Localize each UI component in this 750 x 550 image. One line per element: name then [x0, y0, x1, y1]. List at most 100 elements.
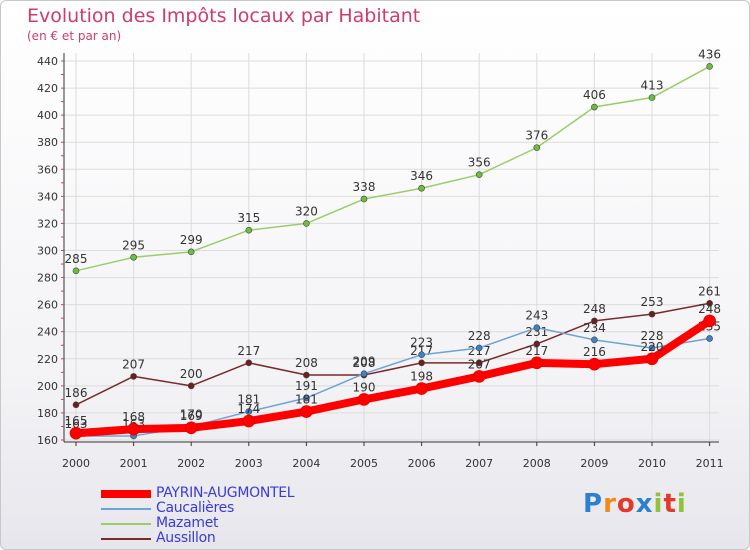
data-label: 285 — [65, 252, 88, 266]
data-point — [69, 426, 83, 440]
y-tick-label: 300 — [37, 245, 58, 258]
data-label: 191 — [295, 379, 318, 393]
data-point — [72, 401, 80, 409]
logo-letter: t — [663, 489, 677, 519]
data-point — [475, 171, 483, 178]
data-label: 228 — [641, 329, 664, 343]
logo-letter: i — [653, 489, 664, 519]
data-label: 174 — [237, 402, 260, 416]
data-label: 170 — [180, 407, 203, 421]
data-label: 163 — [65, 417, 88, 431]
data-point — [360, 195, 368, 203]
data-point — [245, 226, 253, 234]
x-tick-label: 2010 — [638, 457, 666, 470]
data-point — [588, 357, 601, 371]
data-point — [706, 63, 713, 70]
y-tick-label: 200 — [37, 380, 58, 393]
y-tick-label: 400 — [37, 109, 58, 122]
data-label: 406 — [583, 88, 606, 102]
data-point — [418, 184, 425, 192]
y-tick-label: 240 — [37, 326, 58, 339]
data-label: 248 — [583, 302, 606, 316]
data-label: 207 — [122, 357, 145, 371]
data-point — [130, 373, 137, 380]
logo-letter: r — [603, 489, 617, 519]
data-point — [591, 336, 598, 344]
data-point — [706, 299, 713, 307]
data-label: 413 — [641, 79, 664, 93]
legend-swatch — [101, 523, 151, 525]
data-label: 376 — [525, 129, 548, 143]
data-point — [472, 370, 486, 383]
data-point — [475, 344, 483, 352]
data-label: 217 — [525, 344, 548, 358]
data-point — [303, 220, 310, 227]
data-point — [245, 408, 253, 415]
y-tick-label: 180 — [37, 407, 58, 420]
data-point — [357, 393, 371, 406]
data-label: 320 — [295, 204, 318, 218]
data-label: 190 — [353, 380, 376, 394]
data-label: 198 — [410, 370, 433, 384]
data-point — [360, 370, 368, 377]
logo-letter: i — [676, 489, 687, 519]
y-tick-label: 280 — [37, 272, 58, 285]
y-tick-label: 420 — [37, 82, 58, 95]
legend-label: Mazamet — [156, 515, 219, 531]
legend-swatch — [101, 508, 151, 510]
data-label: 181 — [237, 393, 260, 407]
data-point — [475, 359, 483, 367]
data-point — [72, 267, 80, 275]
x-tick-label: 2007 — [465, 457, 493, 470]
series-line-mazamet — [75, 65, 711, 272]
data-label: 228 — [468, 329, 491, 343]
chart-subtitle: (en € et par an) — [27, 29, 122, 43]
data-point — [533, 340, 541, 348]
data-label: 261 — [698, 284, 721, 298]
y-tick-label: 260 — [37, 299, 58, 312]
data-label: 346 — [410, 169, 433, 183]
data-point — [303, 394, 310, 402]
data-label: 186 — [65, 386, 88, 400]
x-tick-label: 2005 — [350, 457, 378, 470]
y-tick-label: 380 — [37, 136, 58, 149]
data-point — [127, 422, 140, 436]
data-label: 243 — [525, 309, 548, 323]
x-tick-label: 2004 — [292, 457, 320, 470]
data-point — [415, 382, 428, 395]
x-tick-label: 2006 — [408, 457, 436, 470]
y-tick-label: 340 — [37, 190, 58, 203]
x-tick-label: 2003 — [235, 457, 263, 470]
data-point — [648, 344, 656, 352]
data-label: 168 — [122, 410, 145, 424]
data-label: 208 — [353, 356, 376, 370]
logo-letter: P — [583, 489, 604, 519]
data-label: 217 — [237, 344, 260, 358]
data-point — [645, 352, 659, 366]
data-label: 209 — [353, 355, 376, 369]
data-label: 248 — [698, 302, 721, 316]
x-tick-label: 2002 — [177, 457, 205, 470]
data-point — [245, 359, 253, 367]
data-point — [187, 248, 195, 256]
legend-label: Caucalières — [156, 500, 234, 516]
data-point — [300, 405, 313, 418]
data-point — [533, 324, 541, 331]
chart-title: Evolution des Impôts locaux par Habitant — [27, 5, 421, 27]
data-point — [418, 359, 425, 367]
data-point — [591, 103, 598, 111]
data-point — [303, 371, 310, 379]
data-label: 181 — [295, 393, 318, 407]
x-tick-label: 2008 — [523, 457, 551, 470]
legend-swatch — [101, 490, 151, 498]
y-tick-label: 360 — [37, 163, 58, 176]
series-line-payrin-augmontel — [72, 316, 714, 438]
data-point — [533, 144, 541, 151]
data-point — [648, 310, 656, 318]
legend-label: PAYRIN-AUGMONTEL — [156, 485, 295, 501]
data-label: 299 — [180, 233, 203, 247]
data-point — [418, 351, 425, 359]
data-label: 200 — [180, 367, 203, 381]
data-point — [706, 335, 713, 342]
